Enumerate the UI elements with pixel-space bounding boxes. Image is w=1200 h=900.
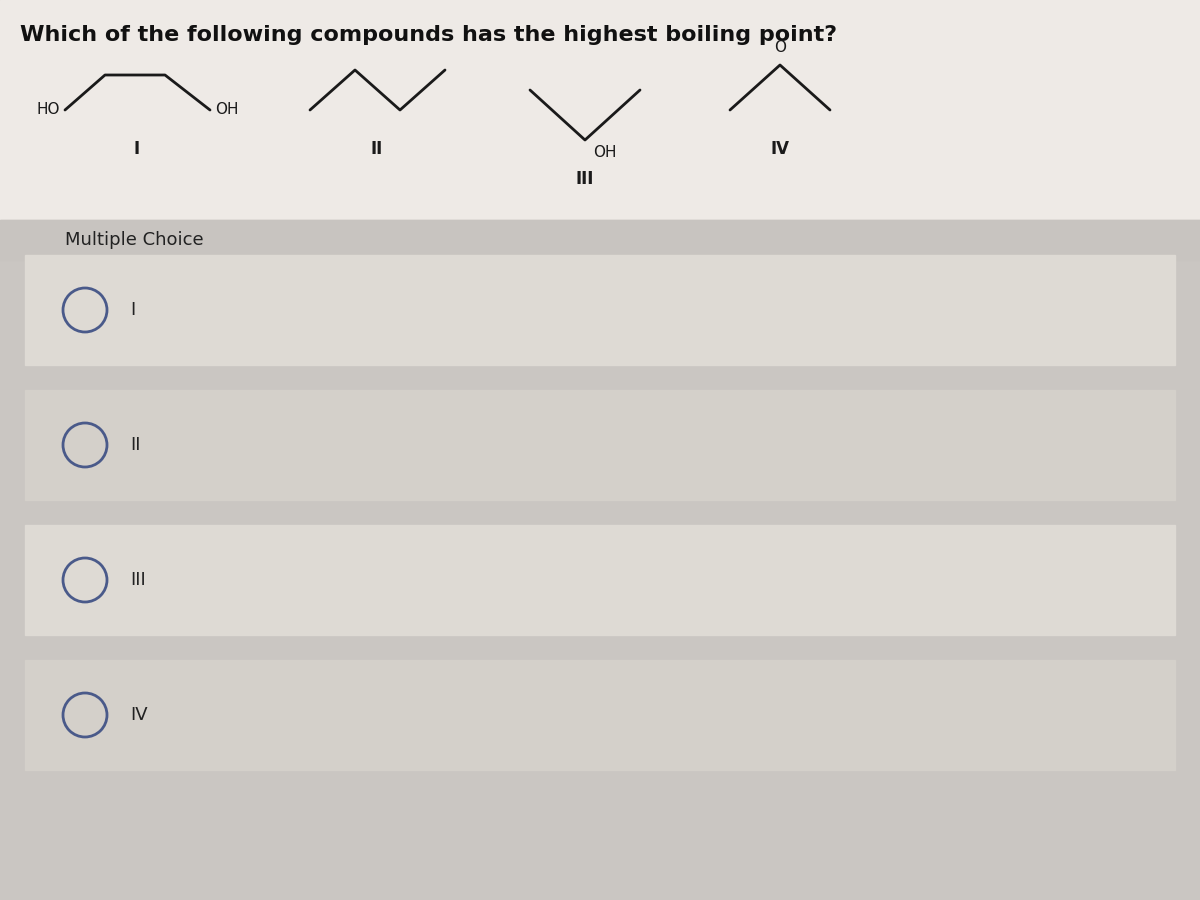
Bar <box>25 255 1175 365</box>
Text: II: II <box>371 140 383 158</box>
Text: I: I <box>134 140 140 158</box>
Bar <box>0 0 1200 220</box>
Bar <box>0 220 1200 900</box>
Text: OH: OH <box>593 145 617 160</box>
Text: III: III <box>576 170 594 188</box>
Text: OH: OH <box>215 103 239 118</box>
Bar <box>25 660 1175 770</box>
Text: Multiple Choice: Multiple Choice <box>65 231 204 249</box>
Text: II: II <box>130 436 140 454</box>
Text: IV: IV <box>130 706 148 724</box>
Text: IV: IV <box>770 140 790 158</box>
Bar <box>25 390 1175 500</box>
Text: HO: HO <box>36 103 60 118</box>
Text: I: I <box>130 301 136 319</box>
Text: O: O <box>774 40 786 55</box>
Bar <box>0 220 1200 260</box>
Text: Which of the following compounds has the highest boiling point?: Which of the following compounds has the… <box>20 25 838 45</box>
Text: III: III <box>130 571 145 589</box>
Bar <box>25 525 1175 635</box>
